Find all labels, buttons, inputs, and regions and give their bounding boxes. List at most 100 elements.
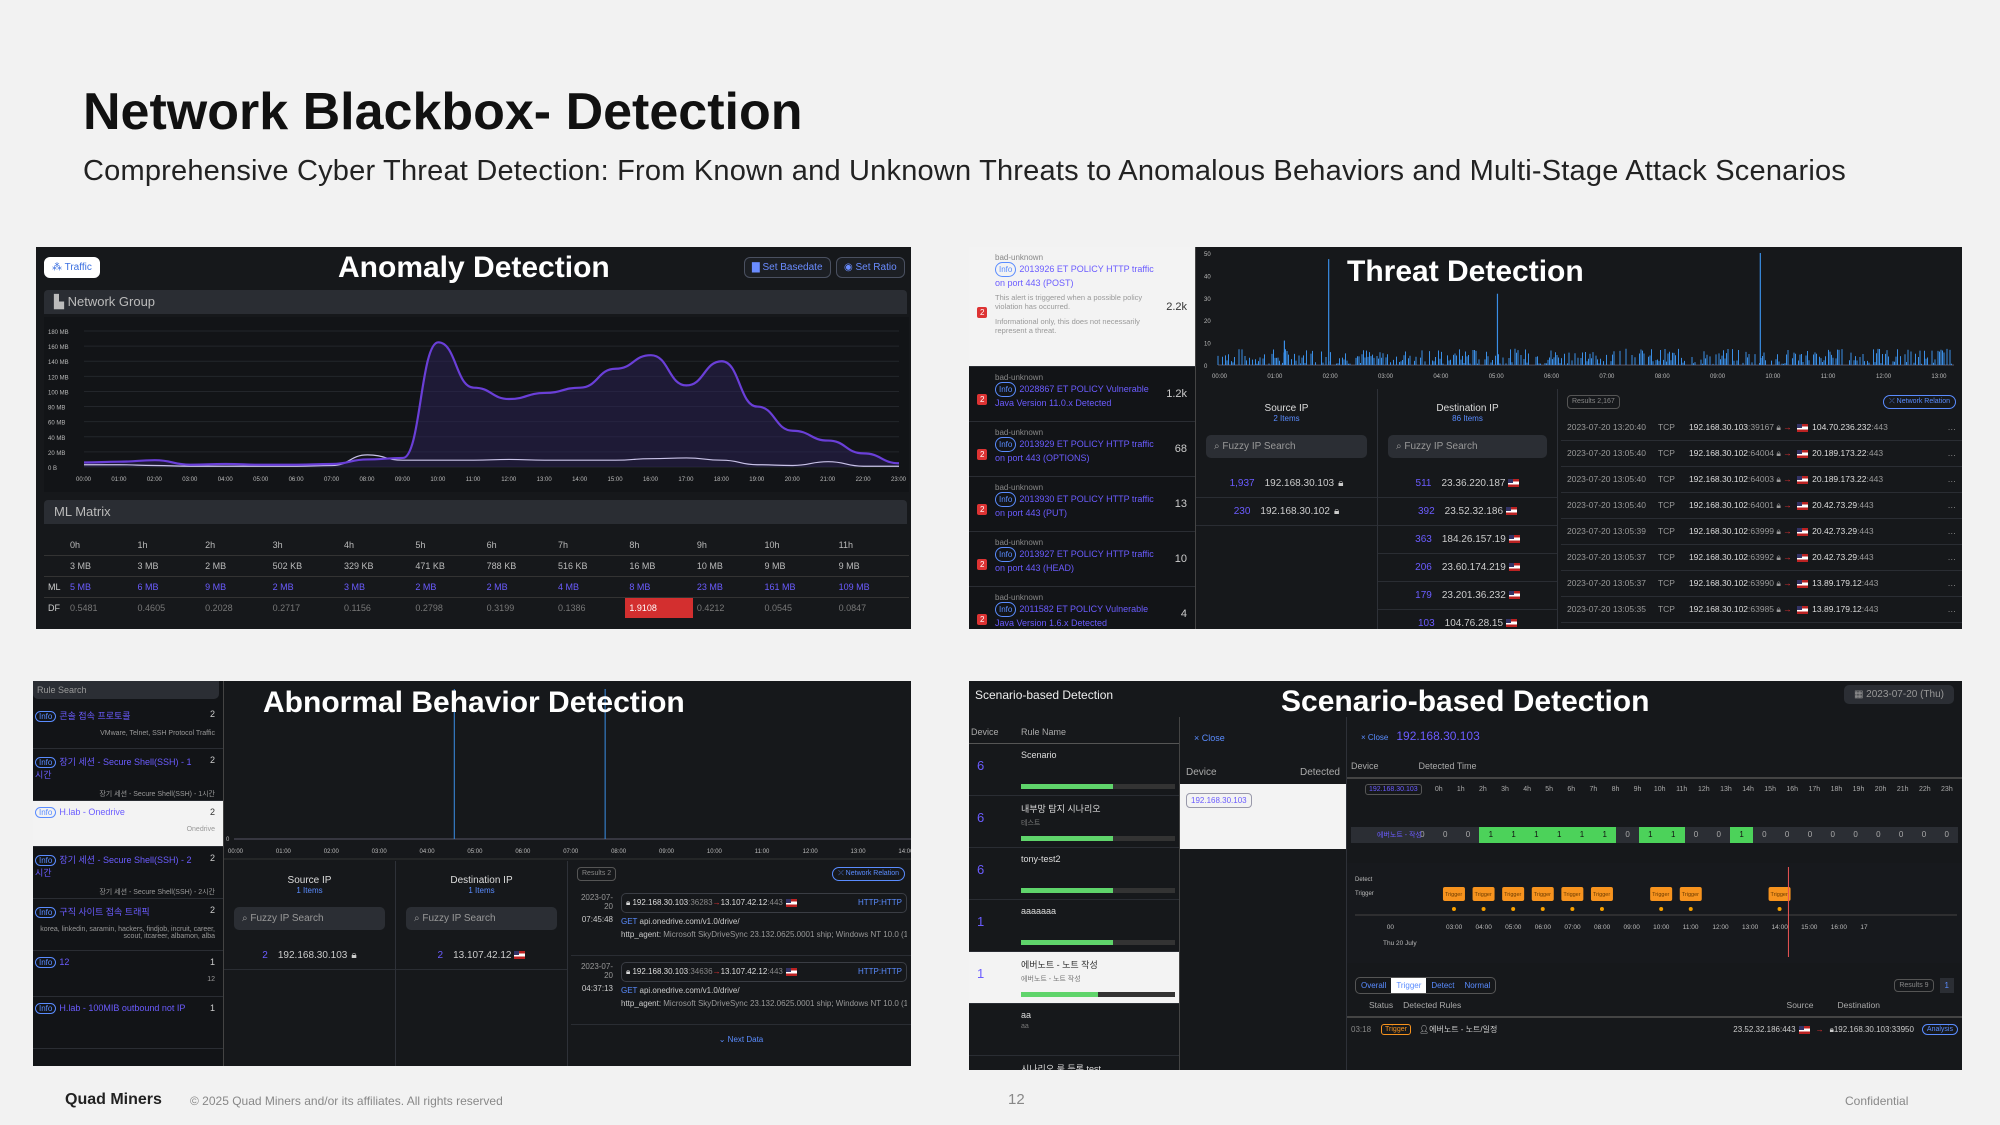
more-icon[interactable]: … [1947, 578, 1957, 588]
ip-row[interactable]: 2 192.168.30.103 🔒︎ [224, 942, 395, 970]
ip-row[interactable]: 230 192.168.30.102 🔒︎ [1196, 498, 1377, 526]
scenario-rule-item[interactable]: 6 내부망 탐지 시나리오 테스트 [969, 796, 1179, 848]
more-icon[interactable]: … [1947, 500, 1957, 510]
event-row[interactable]: 2023-07-20 13:05:39 TCP 192.168.30.102:639… [1561, 519, 1962, 545]
ip-row[interactable]: 363 184.26.157.19 [1378, 526, 1557, 554]
threat-rule-item[interactable]: bad-unknown 2 Info 2013929 ET POLICY HTTP t… [969, 422, 1195, 477]
agent-line: http_agent: Microsoft SkyDriveSync 23.13… [621, 930, 907, 939]
abnormal-rule-item[interactable]: Info 12 12 1 [33, 951, 223, 997]
ip-row[interactable]: 1,937 192.168.30.103 🔒︎ [1196, 470, 1377, 498]
abnormal-rule-item[interactable]: Info 장기 세션 - Secure Shell(SSH) - 2시간 장기 세션… [33, 847, 223, 899]
matrix-cell: 1.9108 [625, 597, 693, 618]
ip-search-input[interactable]: ⌕ Fuzzy IP Search [234, 907, 385, 930]
rule-title: Info 2013929 ET POLICY HTTP traffic on po… [995, 437, 1165, 465]
rule-search-input[interactable]: Rule Search [33, 681, 219, 699]
matrix-cell: 5h [415, 540, 426, 550]
threat-rule-item[interactable]: bad-unknown 2 Info 2013930 ET POLICY HTTP t… [969, 477, 1195, 532]
ip-address: 23.201.36.232 [1441, 590, 1506, 601]
page-button[interactable]: 1 [1939, 978, 1954, 993]
scenario-rule-item[interactable]: aa aa [969, 1004, 1179, 1056]
rule-title: Info 2013926 ET POLICY HTTP traffic on po… [995, 262, 1165, 290]
hour-label: 8h [1611, 786, 1620, 793]
abnormal-rule-item[interactable]: Info H.lab - Onedrive Onedrive 2 [33, 801, 223, 847]
matrix-cell: 471 KB [411, 555, 483, 577]
tab-detect[interactable]: Detect [1431, 981, 1455, 990]
hour-value-cell: 0 [1898, 830, 1904, 839]
tab-overall[interactable]: Overall [1361, 981, 1387, 990]
detected-time-header: Detected Time [1418, 761, 1477, 771]
network-relation-button[interactable]: ⤫ Network Relation [832, 867, 905, 881]
next-data-button[interactable]: ⌄ Next Data [718, 1035, 764, 1044]
matrix-cell: 3h [272, 540, 283, 550]
ip-search-input[interactable]: ⌕ Fuzzy IP Search [1206, 435, 1367, 458]
more-icon[interactable]: … [1947, 422, 1957, 432]
ip-row[interactable]: 2 13.107.42.12 [396, 942, 567, 970]
event-row[interactable]: 2023-07-20 13:05:37 TCP 192.168.30.102:639… [1561, 571, 1962, 597]
more-icon[interactable]: … [1947, 552, 1957, 562]
date-label: 2023-07-20 (Thu) [1866, 689, 1944, 700]
ip-row[interactable]: 511 23.36.220.187 [1378, 470, 1557, 498]
set-basedate-button[interactable]: ▇ Set Basedate [744, 257, 831, 278]
network-relation-button[interactable]: ⤫ Network Relation [1883, 395, 1956, 409]
more-icon[interactable]: … [1947, 474, 1957, 484]
scenario-rule-item[interactable]: 6 tony-test2 [969, 848, 1179, 900]
scenario-rule-item[interactable]: 1 aaaaaaa [969, 900, 1179, 952]
scenario-rule-item[interactable]: 시나리오 룰 등록 test시나리오 룰 등록 [969, 1056, 1179, 1070]
source-ip: 192.168.30.102 [1688, 604, 1749, 614]
rule-name: 내부망 탐지 시나리오 [1021, 804, 1101, 814]
tab-normal[interactable]: Normal [1464, 981, 1491, 990]
set-ratio-button[interactable]: ◉ Set Ratio [836, 257, 905, 278]
close-button[interactable]: × Close [1361, 733, 1389, 742]
ml-matrix-table: 0h 1h 2h 3h 4h 5h 6h 7h 8h 9h 10h 11h 3 MB 3 MB 2 MB 50… [44, 535, 909, 618]
tab-trigger[interactable]: Trigger [1391, 978, 1427, 993]
traffic-button[interactable]: ⁂ Traffic [44, 257, 100, 278]
y-tick-label: 40 MB [48, 436, 65, 442]
date-picker[interactable]: ▦ 2023-07-20 (Thu) [1843, 685, 1954, 704]
more-icon[interactable]: … [1947, 448, 1957, 458]
network-group-header: ▙ Network Group [44, 290, 907, 314]
event-row[interactable]: 2023-07-20 13:05:37 TCP 192.168.30.102:639… [1561, 545, 1962, 571]
threat-rule-item[interactable]: bad-unknown 2 Info 2013927 ET POLICY HTTP t… [969, 532, 1195, 587]
destination-ip: 20.42.73.29 [1812, 500, 1858, 510]
ip-search-input[interactable]: ⌕ Fuzzy IP Search [406, 907, 557, 930]
event-time: 2023-07-20 13:05:40 [1567, 500, 1646, 510]
lock-icon: 🔒︎ [351, 950, 357, 961]
ip-row[interactable]: 179 23.201.36.232 [1378, 582, 1557, 610]
abnormal-rule-item[interactable]: Info 장기 세션 - Secure Shell(SSH) - 1시간 장기 세션… [33, 749, 223, 801]
event-row[interactable]: 2023-07-20 13:05:40 TCP 192.168.30.102:640… [1561, 493, 1962, 519]
abnormal-rule-item[interactable]: Info H.lab - 100MIB outbound not IP 1 [33, 997, 223, 1049]
threat-rule-item[interactable]: bad-unknown 2 Info 2013926 ET POLICY HTTP t… [969, 247, 1195, 367]
matrix-cell: 2 MB [268, 576, 340, 598]
scenario-rule-item[interactable]: 1 에버노트 - 노트 작성 에버노트 - 노트 작성 [969, 952, 1179, 1004]
event-row[interactable]: 2023-07-20 13:05:40 TCP 192.168.30.102:640… [1561, 467, 1962, 493]
device-chip[interactable]: 192.168.30.103 [1365, 784, 1422, 795]
rule-description: VMware, Telnet, SSH Protocol Traffic [100, 730, 215, 737]
ip-row[interactable]: 392 23.52.32.186 [1378, 498, 1557, 526]
hour-label: 16h [1786, 786, 1799, 793]
device-ip-chip[interactable]: 192.168.30.103 [1186, 793, 1252, 808]
abnormal-rule-item[interactable]: Info 콘솔 접속 프로토콜 VMware, Telnet, SSH Protoc… [33, 703, 223, 749]
y-tick-label: 20 [1204, 319, 1211, 325]
close-button[interactable]: × Close [1194, 733, 1225, 743]
ip-row[interactable]: 103 104.76.28.15 [1378, 610, 1557, 629]
more-icon[interactable]: … [1947, 604, 1957, 614]
ip-row[interactable]: 206 23.60.174.219 [1378, 554, 1557, 582]
scenario-rule-item[interactable]: 6 Scenario [969, 744, 1179, 796]
event-row[interactable]: 2023-07-20 13:05:35 TCP 192.168.30.102:639… [1561, 597, 1962, 623]
result-row[interactable]: 03:18 Trigger 👤︎ 에버노트 - 노트/일정 23.52.32.186:… [1347, 1018, 1962, 1041]
event-card[interactable]: 2023-07-20 04:37:13 🔒︎ 192.168.30.103:3463… [571, 956, 911, 1025]
threat-rule-item[interactable]: bad-unknown 2 Info 2028867 ET POLICY Vulner… [969, 367, 1195, 422]
event-card[interactable]: 2023-07-20 07:45:48 🔒︎ 192.168.30.103:3628… [571, 887, 911, 956]
ip-search-input[interactable]: ⌕ Fuzzy IP Search [1388, 435, 1547, 458]
event-row[interactable]: 2023-07-20 13:05:40 TCP 192.168.30.102:640… [1561, 441, 1962, 467]
analysis-button[interactable]: Analysis [1921, 1024, 1958, 1035]
abnormal-rule-item[interactable]: Info 구직 사이트 접속 트래픽 korea, linkedin, sarami… [33, 899, 223, 951]
anomaly-title: Anomaly Detection [338, 251, 610, 284]
abnormal-event-list: Results 2 ⤫ Network Relation 2023-07-20 07:… [571, 861, 911, 1066]
flag-icon [785, 898, 797, 907]
destination-ip: 104.70.236.232 [1812, 422, 1872, 432]
x-tick-label: 00:00 [1212, 374, 1228, 380]
more-icon[interactable]: … [1947, 526, 1957, 536]
event-row[interactable]: 2023-07-20 13:20:40 TCP 192.168.30.103:391… [1561, 415, 1962, 441]
threat-rule-item[interactable]: bad-unknown 2 Info 2011582 ET POLICY Vulner… [969, 587, 1195, 629]
